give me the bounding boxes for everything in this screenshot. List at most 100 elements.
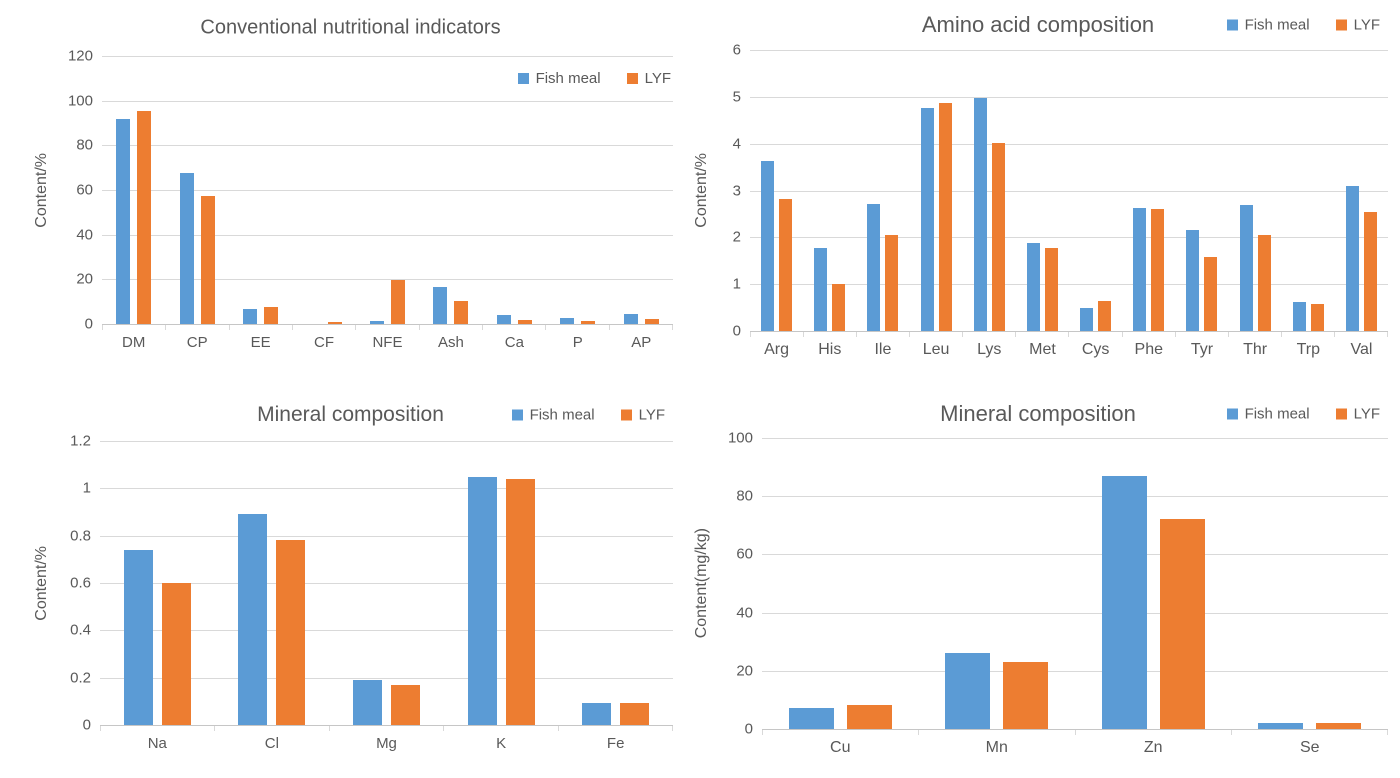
y-tick-label: 100: [727, 429, 753, 447]
x-label-Mn: Mn: [985, 739, 1008, 756]
legend-item: Fish meal: [517, 70, 601, 87]
y-tick-label: 3: [732, 182, 741, 199]
x-tick-mark: [102, 325, 165, 330]
y-tick-label: 5: [732, 88, 741, 106]
bar-fish-meal: [973, 98, 987, 331]
bar-group-Arg: [750, 50, 803, 331]
y-tick-label: 120: [67, 47, 93, 65]
bar-group-Se: [1232, 438, 1389, 729]
x-label-P: P: [572, 334, 583, 351]
gridline: [750, 237, 1388, 239]
chart-conventional-nutritional-indicators: Conventional nutritional indicators Conte…: [28, 0, 673, 389]
bar-fish-meal: [116, 118, 131, 324]
plot-column: Na Cl Mg K Fe: [100, 441, 674, 752]
x-tick-mark: [1227, 332, 1281, 337]
bar-group-Cu: [762, 438, 919, 729]
bar-lyf: [505, 478, 535, 725]
x-tick-mark: [100, 726, 214, 731]
x-label-AP: AP: [631, 334, 652, 351]
legend-item: Fish meal: [1226, 405, 1310, 422]
x-tick-mark: [1333, 332, 1388, 337]
legend-swatch-icon: [1226, 19, 1238, 31]
legend-label: Fish meal: [529, 406, 595, 424]
legend-swatch-icon: [511, 409, 523, 421]
x-tick-mark: [1074, 730, 1231, 735]
gridline: [762, 554, 1388, 556]
bar-group-AP: [610, 56, 673, 324]
y-axis-label-column: Content/%: [28, 56, 56, 324]
chart-mineral-composition-mgkg: Mineral composition Fish meal LYF Content(m…: [688, 389, 1388, 778]
x-tick-mark: [1280, 332, 1334, 337]
bar-lyf: [779, 199, 793, 331]
gridline: [102, 100, 673, 102]
legend-label: LYF: [1353, 16, 1380, 34]
bar-fish-meal: [582, 702, 612, 725]
y-tick-label: 20: [736, 662, 753, 680]
x-label-Leu: Leu: [922, 341, 950, 358]
plot-column: Cu Mn Zn Se: [762, 438, 1388, 757]
x-label-Cys: Cys: [1081, 341, 1110, 358]
bar-lyf: [264, 306, 279, 324]
gridline: [102, 190, 673, 191]
bar-fish-meal: [920, 108, 934, 331]
x-label-Ile: Ile: [874, 341, 892, 358]
bar-group-Fe: [558, 441, 673, 725]
bar-fish-meal: [1239, 204, 1253, 331]
bar-fish-meal: [1101, 475, 1147, 729]
gridline: [750, 190, 1388, 192]
x-label-Tyr: Tyr: [1190, 341, 1214, 358]
bar-lyf: [1204, 256, 1218, 331]
bars-row: [100, 441, 673, 725]
y-tick-label: 0: [744, 720, 753, 738]
x-tick-mark: [228, 325, 292, 330]
bar-lyf: [276, 540, 306, 725]
gridline: [100, 630, 673, 632]
gridline: [102, 145, 673, 147]
bar-group-His: [803, 50, 856, 331]
y-tick-label: 0: [84, 315, 93, 333]
legend-swatch-icon: [1335, 408, 1347, 419]
bar-lyf: [390, 279, 405, 324]
bar-fish-meal: [1080, 308, 1094, 331]
bar-lyf: [1159, 519, 1205, 729]
gridline: [750, 143, 1388, 145]
bar-group-Tyr: [1175, 50, 1228, 331]
bar-group-CF: [292, 56, 355, 324]
y-tick-label: 0: [82, 716, 91, 734]
bar-group-Ca: [483, 56, 546, 324]
x-tick-mark: [608, 325, 673, 330]
x-label-Thr: Thr: [1243, 341, 1268, 358]
legend-label: LYF: [1353, 405, 1380, 422]
bar-lyf: [1003, 661, 1049, 729]
plot-column: Arg His Ile Leu Lys Met Cys Phe Tyr Thr Trp Val: [750, 50, 1388, 359]
legend-label: LYF: [638, 406, 665, 424]
x-tick-mark: [909, 332, 962, 337]
chart-legend: Fish meal LYF: [1226, 405, 1380, 422]
x-label-Trp: Trp: [1296, 341, 1320, 358]
x-axis-labels: Arg His Ile Leu Lys Met Cys Phe Tyr Thr Trp Val: [750, 341, 1388, 359]
bar-fish-meal: [788, 708, 834, 729]
bar-lyf: [1257, 235, 1271, 331]
x-label-Cl: Cl: [264, 735, 279, 752]
bar-fish-meal: [1186, 229, 1200, 331]
bar-group-EE: [229, 56, 292, 324]
chart-title: Mineral composition: [257, 403, 444, 426]
gridline: [102, 279, 673, 281]
gridline: [100, 583, 673, 584]
bar-lyf: [885, 235, 899, 331]
chart-title: Amino acid composition: [921, 12, 1155, 37]
bar-group-Ash: [419, 56, 482, 324]
y-axis-label: Content/%: [693, 153, 710, 228]
bar-fish-meal: [623, 313, 638, 324]
x-label-Ca: Ca: [504, 334, 524, 351]
y-tick-label: 2: [732, 228, 741, 246]
bar-fish-meal: [1026, 242, 1040, 331]
bar-lyf: [1151, 209, 1165, 331]
x-label-K: K: [496, 735, 507, 752]
gridline: [750, 284, 1388, 286]
x-tick-mark: [545, 325, 608, 330]
bar-fish-meal: [761, 161, 775, 331]
bar-fish-meal: [1133, 208, 1147, 331]
x-tick-mark: [803, 332, 856, 337]
